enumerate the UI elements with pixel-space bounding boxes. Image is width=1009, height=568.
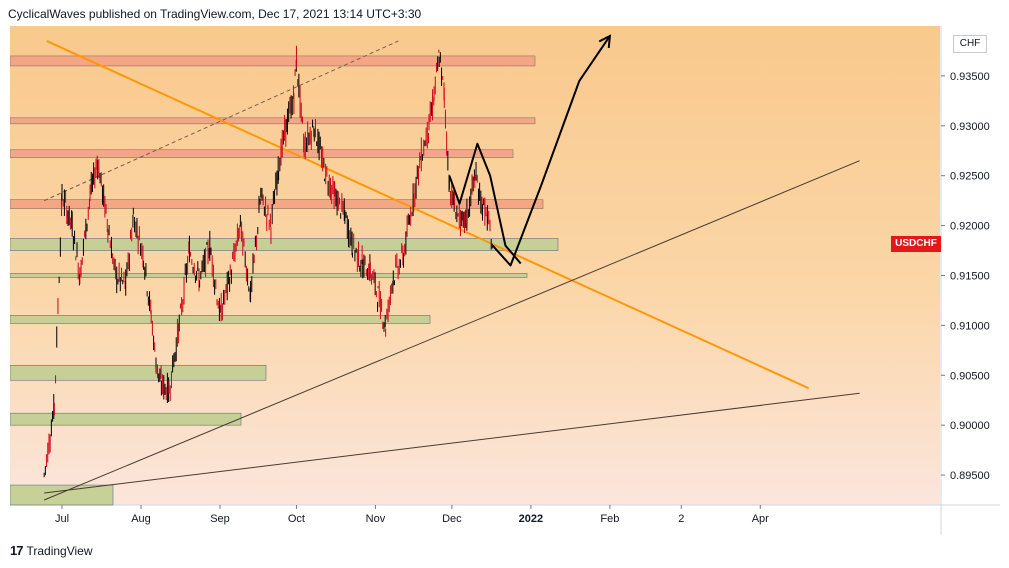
price-tick-label: 0.91000 bbox=[950, 320, 990, 332]
price-chart[interactable]: 0.93500 0.93000 0.92500 0.92000 0.91500 0.910… bbox=[9, 26, 1000, 535]
resistance-zone bbox=[9, 55, 536, 67]
time-tick-label: Jul bbox=[55, 513, 69, 525]
resistance-zone bbox=[9, 117, 536, 125]
time-tick-label: Feb bbox=[600, 513, 619, 525]
time-tick-label: 2 bbox=[678, 513, 684, 525]
price-tick-label: 0.90500 bbox=[950, 370, 990, 382]
time-tick-label: Sep bbox=[210, 513, 230, 525]
trendline bbox=[44, 392, 860, 494]
time-tick-label: Aug bbox=[131, 513, 151, 525]
trendline bbox=[46, 40, 810, 390]
footer-brand[interactable]: 17 TradingView bbox=[10, 543, 93, 558]
trendline bbox=[43, 40, 399, 202]
plot-background bbox=[10, 26, 940, 505]
price-tick-label: 0.92000 bbox=[950, 221, 990, 233]
currency-label[interactable]: CHF bbox=[953, 35, 987, 53]
support-zone bbox=[9, 484, 114, 506]
support-zone bbox=[9, 412, 242, 426]
price-tick-label: 0.93000 bbox=[950, 121, 990, 133]
time-tick-label: Dec bbox=[442, 513, 462, 525]
resistance-zone bbox=[9, 199, 544, 209]
price-tick-label: 0.89500 bbox=[950, 470, 990, 482]
price-tick-label: 0.91500 bbox=[950, 270, 990, 282]
chart-area[interactable]: 0.93500 0.93000 0.92500 0.92000 0.91500 0.910… bbox=[9, 26, 1000, 535]
harmonic-pattern-line bbox=[448, 142, 522, 265]
time-axis-background bbox=[10, 505, 1000, 535]
trendline bbox=[43, 160, 860, 501]
price-tick-label: 0.93500 bbox=[950, 71, 990, 83]
time-tick-label: Nov bbox=[366, 513, 386, 525]
support-zone bbox=[9, 273, 528, 278]
support-zone bbox=[9, 315, 431, 324]
time-tick-label: Apr bbox=[752, 513, 769, 525]
projection-arrow-head bbox=[598, 34, 612, 49]
time-tick-label: Oct bbox=[288, 513, 305, 525]
projection-path bbox=[491, 35, 611, 267]
symbol-price-badge: USDCHF bbox=[891, 236, 941, 252]
resistance-zone bbox=[9, 149, 514, 159]
tradingview-logo-icon: 17 bbox=[10, 543, 24, 558]
time-tick-label: 2022 bbox=[519, 513, 543, 525]
brand-name: TradingView bbox=[26, 543, 93, 558]
price-tick-label: 0.90000 bbox=[950, 420, 990, 432]
price-axis-background bbox=[941, 26, 1000, 505]
support-zone bbox=[9, 364, 267, 381]
support-zone bbox=[9, 238, 559, 251]
publish-header: CyclicalWaves published on TradingView.c… bbox=[8, 7, 422, 21]
price-tick-label: 0.92500 bbox=[950, 171, 990, 183]
